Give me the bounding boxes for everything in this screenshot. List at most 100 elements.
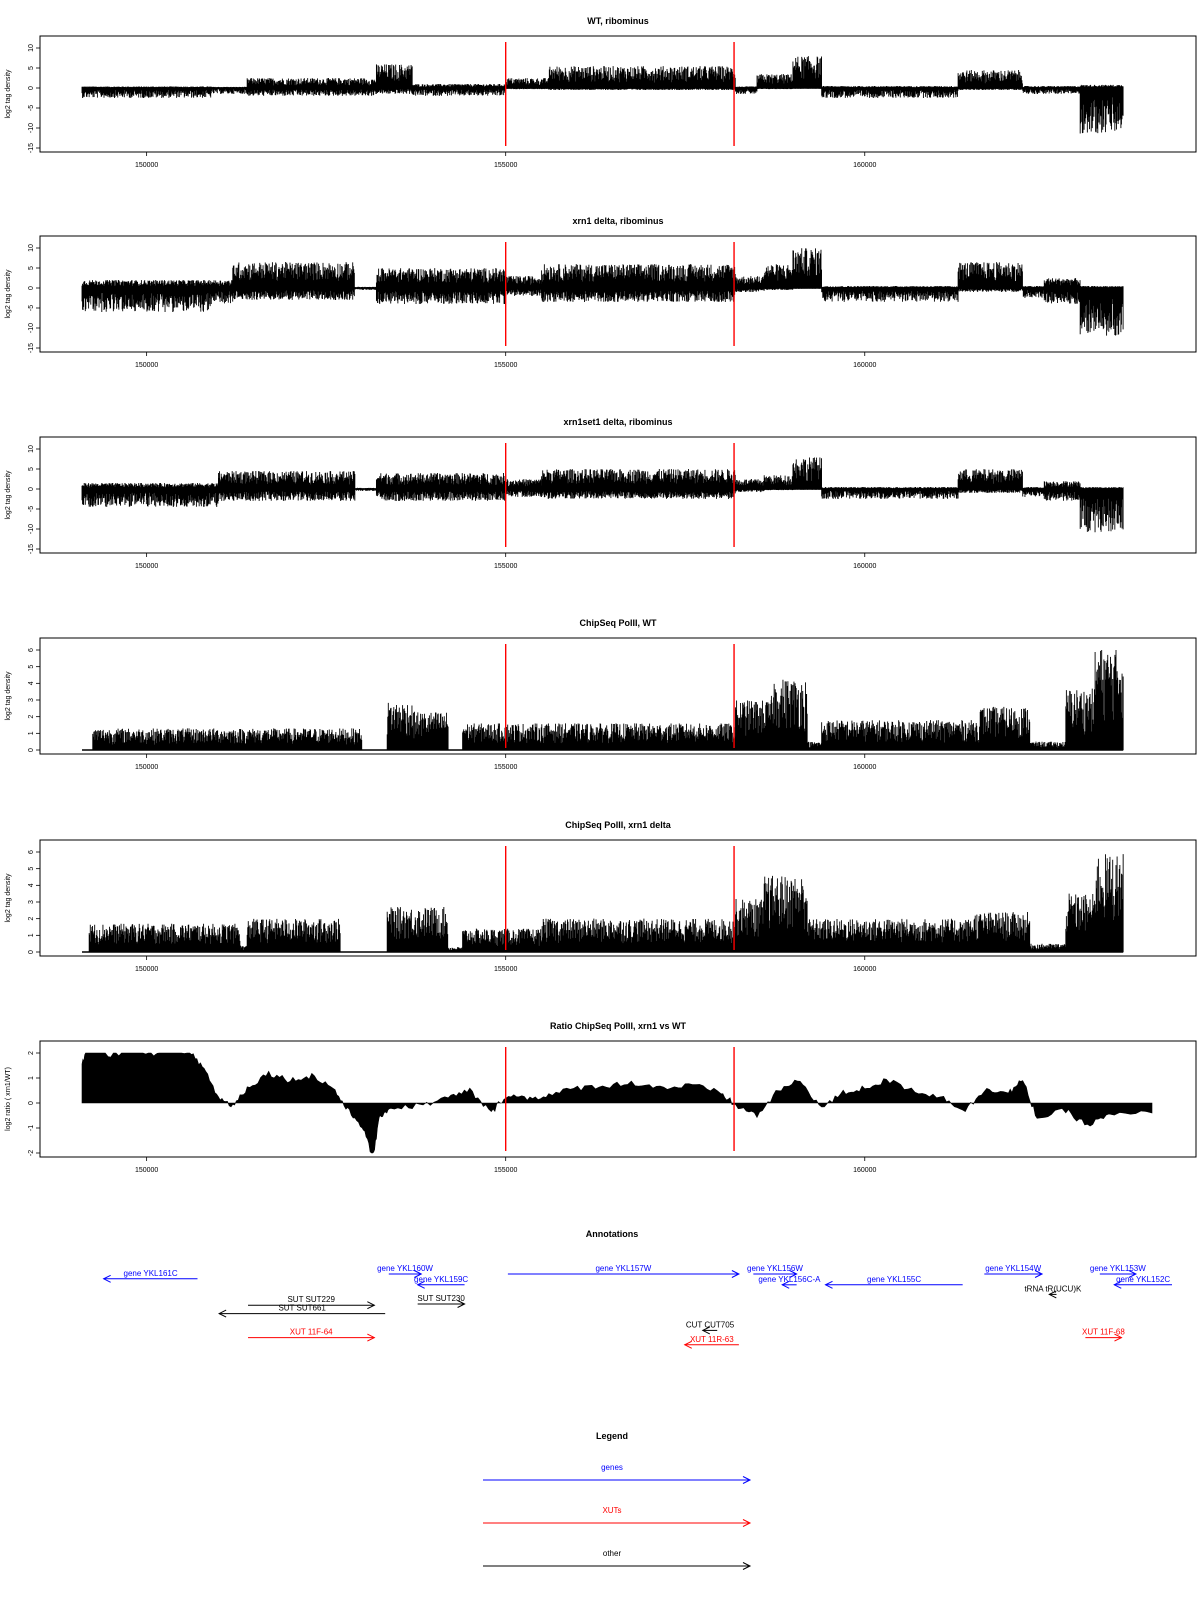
y-tick-label: 10	[28, 244, 35, 252]
x-tick-label: 155000	[494, 563, 517, 570]
feature-arrow-arrowhead	[1113, 1280, 1122, 1289]
annotation-feature: XUT 11R-63	[683, 1335, 739, 1349]
signal-negative-8	[763, 489, 794, 491]
signal-positive-9	[792, 457, 822, 489]
panel-title: xrn1 delta, ribominus	[572, 216, 663, 226]
legend-arrow-arrowhead	[742, 1476, 752, 1484]
signal-positive-4	[375, 473, 507, 489]
legend-arrow-arrowhead	[742, 1562, 752, 1570]
y-tick-label: 0	[28, 86, 35, 90]
signal-positive-8	[735, 276, 765, 288]
signal-positive-15	[1079, 286, 1124, 288]
feature-label: gene YKL153W	[1090, 1264, 1146, 1273]
legend-label: XUTs	[602, 1506, 621, 1515]
y-tick-label: 5	[28, 467, 35, 471]
y-axis-label: log2 tag density	[5, 69, 12, 119]
y-tick-label: 3	[28, 900, 35, 904]
signal-positive-6	[386, 907, 449, 952]
feature-arrow-arrowhead	[731, 1270, 741, 1278]
signal-negative-12	[957, 288, 1023, 292]
signal-negative-7	[548, 88, 736, 90]
signal-negative-12	[1022, 489, 1045, 497]
feature-arrow-arrowhead	[781, 1280, 790, 1289]
annotation-feature: gene YKL160W	[377, 1264, 433, 1278]
signal-negative-1	[81, 288, 212, 312]
signal-negative-15	[1079, 288, 1124, 336]
feature-arrow-arrowhead	[457, 1300, 466, 1308]
y-tick-label: -10	[28, 524, 35, 534]
signal-negative-14	[1043, 288, 1081, 304]
legend-arrow-arrowhead	[742, 1519, 752, 1527]
signal-positive-5	[505, 479, 542, 489]
signal-negative-8	[735, 288, 765, 292]
y-tick-label: 3	[28, 698, 35, 702]
y-tick-label: 10	[28, 445, 35, 453]
signal-positive-9	[756, 74, 794, 88]
signal-positive-14	[1079, 487, 1124, 489]
panel-title: Ratio ChipSeq PolII, xrn1 vs WT	[550, 1021, 687, 1031]
panel-title: ChipSeq PolII, WT	[580, 618, 657, 628]
feature-arrow-arrowhead	[414, 1270, 423, 1278]
signal-positive-12	[957, 262, 1023, 288]
track-panel-4: ChipSeq PolII, WT 0 1 2 3 4 5 6 log2 tag density…	[5, 618, 1197, 771]
feature-arrow-arrowhead	[824, 1280, 833, 1289]
signal-positive-6	[541, 469, 736, 489]
legend-entry: other	[483, 1549, 752, 1570]
y-tick-label: -15	[28, 544, 35, 554]
feature-label: tRNA tR(UCU)K	[1024, 1284, 1082, 1293]
signal-negative-10	[821, 489, 959, 499]
feature-label: gene YKL156W	[747, 1264, 803, 1273]
x-tick-label: 150000	[135, 162, 158, 169]
legend-entry: XUTs	[483, 1506, 752, 1527]
annotation-feature: gene YKL159C	[414, 1275, 468, 1289]
signal-negative-9	[792, 489, 822, 490]
signal-negative-7	[541, 288, 736, 302]
signal-negative-4	[354, 288, 377, 290]
feature-label: SUT SUT661	[278, 1304, 326, 1313]
signal-positive-11	[763, 875, 808, 952]
signal-positive-3	[246, 78, 377, 88]
signal-positive-14	[1065, 688, 1095, 750]
signal-positive-10	[735, 898, 765, 952]
annotation-feature: gene YKL153W	[1090, 1264, 1146, 1278]
signal-positive-1	[81, 483, 219, 489]
signal-positive-8	[735, 86, 758, 88]
signal-positive-6	[505, 78, 550, 88]
annotation-feature: XUT 11F-68	[1082, 1328, 1125, 1342]
y-tick-label: 0	[28, 286, 35, 290]
signal-positive-13	[1022, 286, 1045, 288]
signal-negative-5	[375, 288, 507, 304]
feature-label: gene YKL161C	[124, 1269, 178, 1278]
feature-label: XUT 11R-63	[690, 1335, 734, 1344]
legend-section: Legend genes XUTs other	[483, 1431, 752, 1570]
y-tick-label: 10	[28, 44, 35, 52]
feature-arrow-arrowhead	[102, 1274, 111, 1283]
signal-negative-1	[81, 489, 219, 507]
legend-entry: genes	[483, 1463, 752, 1484]
signal-positive-9	[763, 264, 794, 288]
annotation-feature: gene YKL152C	[1113, 1275, 1172, 1289]
feature-arrow-arrowhead	[218, 1309, 227, 1318]
y-tick-label: 6	[28, 850, 35, 854]
x-tick-label: 150000	[135, 1167, 158, 1174]
signal-positive-2	[210, 280, 234, 288]
ratio-area	[81, 1052, 1153, 1154]
signal-positive-2	[217, 471, 356, 489]
signal-positive-9	[541, 918, 736, 952]
signal-positive-5	[411, 711, 449, 750]
signal-negative-1	[81, 88, 212, 98]
signal-positive-8	[735, 700, 772, 750]
signal-positive-3	[239, 945, 248, 952]
signal-positive-6	[505, 276, 542, 288]
signal-positive-7	[462, 723, 736, 750]
feature-label: gene YKL154W	[985, 1264, 1041, 1273]
y-tick-label: 1	[28, 933, 35, 937]
signal-positive-15	[1065, 893, 1095, 952]
signal-negative-9	[763, 288, 794, 290]
y-tick-label: -10	[28, 123, 35, 133]
annotation-feature: CUT CUT705	[686, 1320, 735, 1335]
annotation-feature: gene YKL155C	[824, 1275, 963, 1289]
y-tick-label: 4	[28, 883, 35, 887]
signal-negative-10	[792, 88, 822, 89]
